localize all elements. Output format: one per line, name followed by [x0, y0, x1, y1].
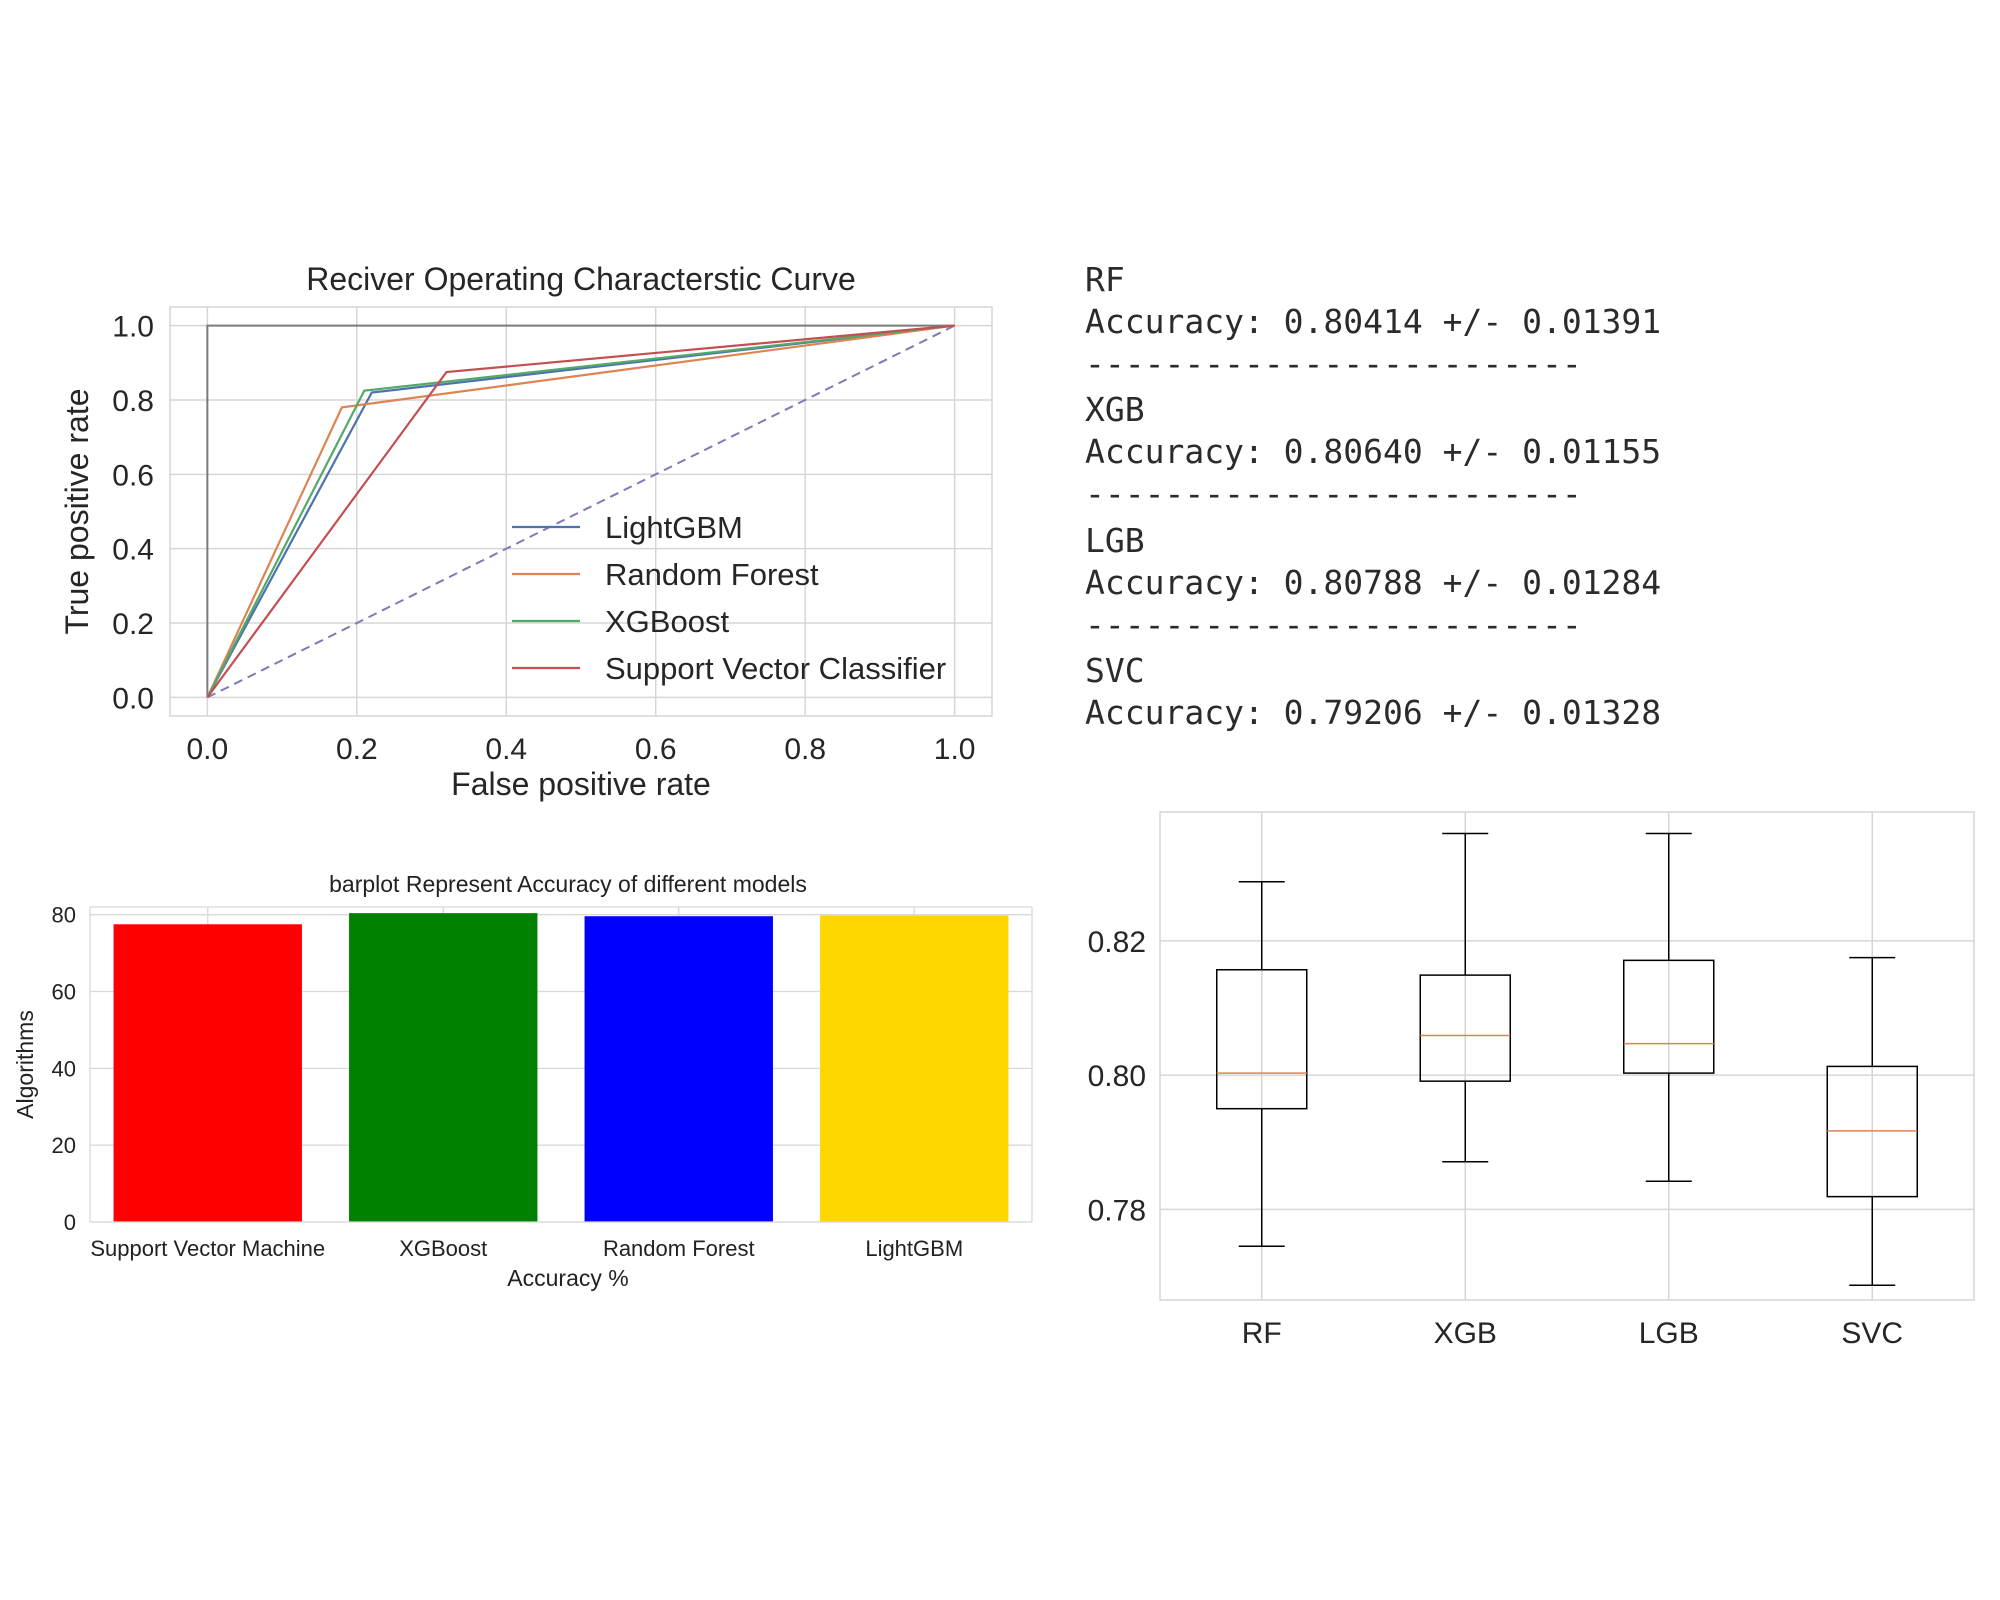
x-tick-label: XGBoost — [399, 1236, 487, 1261]
result-model-lgb: LGB — [1085, 521, 1145, 560]
plot-frame — [169, 306, 993, 717]
result-accuracy-rf: Accuracy: 0.80414 +/- 0.01391 — [1085, 302, 1662, 341]
x-axis-label: False positive rate — [451, 766, 711, 802]
result-model-rf: RF — [1085, 260, 1125, 299]
y-tick-label: 1.0 — [112, 311, 154, 344]
x-tick-label: LGB — [1639, 1317, 1699, 1350]
y-tick-label: 0 — [64, 1210, 76, 1235]
legend-label: Random Forest — [605, 557, 819, 592]
y-tick-label: 0.82 — [1088, 926, 1146, 959]
x-tick-label: SVC — [1841, 1317, 1903, 1350]
roc-chart-svg: 0.0 0.2 0.4 0.6 0.8 1.0 0.0 0.2 0.4 0.6 0.8 1.0 Ligh… — [59, 261, 993, 802]
box-rf — [1216, 968, 1308, 1110]
bar-lightgbm — [820, 915, 1009, 1222]
box-lgb — [1623, 959, 1715, 1074]
y-tick-label: 0.78 — [1088, 1194, 1146, 1227]
y-tick-label: 0.0 — [112, 682, 154, 715]
roc-line — [206, 324, 955, 698]
x-tick-label: 0.6 — [635, 733, 677, 766]
x-tick-label: 0.4 — [485, 733, 527, 766]
x-tick-label: LightGBM — [865, 1236, 963, 1261]
x-tick-label: Random Forest — [603, 1236, 755, 1261]
result-accuracy-svc: Accuracy: 0.79206 +/- 0.01328 — [1085, 693, 1662, 732]
x-tick-label: 0.0 — [187, 733, 229, 766]
bar-chart-svg: 0 20 40 60 80 Support Vector Machine XGBoost Ra… — [12, 871, 1033, 1291]
bar-random-forest — [584, 916, 773, 1222]
x-tick-label: XGB — [1434, 1317, 1497, 1350]
result-accuracy-xgb: Accuracy: 0.80640 +/- 0.01155 — [1085, 432, 1662, 471]
y-tick-label: 0.6 — [112, 459, 154, 492]
roc-chart: 0.0 0.2 0.4 0.6 0.8 1.0 0.0 0.2 0.4 0.6 0.8 1.0 Ligh… — [0, 250, 1020, 810]
plot-frame — [1159, 811, 1975, 1301]
y-tick-label: 0.8 — [112, 385, 154, 418]
y-tick-label: 20 — [52, 1133, 76, 1158]
x-axis-label: Accuracy % — [507, 1265, 628, 1291]
x-tick-label: RF — [1242, 1317, 1282, 1350]
cv-results: RF Accuracy: 0.80414 +/- 0.01391 -------… — [1080, 250, 1960, 750]
accuracy-bar-chart: 0 20 40 60 80 Support Vector Machine XGBoost Ra… — [0, 860, 1040, 1320]
roc-line — [206, 324, 955, 699]
legend-label: Support Vector Classifier — [605, 651, 946, 686]
result-model-svc: SVC — [1085, 651, 1145, 690]
legend-label: XGBoost — [605, 604, 729, 639]
result-separator: ------------------------- — [1085, 474, 1582, 513]
result-accuracy-lgb: Accuracy: 0.80788 +/- 0.01284 — [1085, 563, 1662, 602]
x-tick-label: Support Vector Machine — [90, 1236, 325, 1261]
result-separator: ------------------------- — [1085, 344, 1582, 383]
bar-support-vector-machine — [113, 924, 302, 1222]
y-tick-label: 0.80 — [1088, 1060, 1146, 1093]
box-xgb — [1419, 974, 1511, 1082]
perfect-classifier-line — [206, 324, 955, 698]
y-tick-label: 0.2 — [112, 608, 154, 641]
x-tick-label: 1.0 — [934, 733, 976, 766]
legend-label: LightGBM — [605, 510, 743, 545]
x-tick-label: 0.2 — [336, 733, 378, 766]
y-axis-label: True positive rate — [59, 388, 95, 634]
chance-line — [206, 324, 956, 699]
x-tick-label: 0.8 — [784, 733, 826, 766]
result-separator: ------------------------- — [1085, 605, 1582, 644]
accuracy-box-plot: 0.78 0.80 0.82 RF XGB LGB SVC — [1080, 800, 2000, 1360]
y-tick-label: 60 — [52, 980, 76, 1005]
y-axis-label: Algorithms — [12, 1010, 38, 1119]
result-model-xgb: XGB — [1085, 390, 1145, 429]
chart-title: barplot Represent Accuracy of different … — [329, 871, 807, 897]
y-tick-label: 0.4 — [112, 534, 154, 567]
bar-xgboost — [349, 913, 538, 1222]
y-tick-label: 40 — [52, 1056, 76, 1081]
roc-line — [206, 324, 955, 698]
chart-title: Reciver Operating Characterstic Curve — [306, 261, 856, 297]
y-tick-label: 80 — [52, 903, 76, 928]
box-plot-svg: 0.78 0.80 0.82 RF XGB LGB SVC — [1088, 811, 1975, 1350]
